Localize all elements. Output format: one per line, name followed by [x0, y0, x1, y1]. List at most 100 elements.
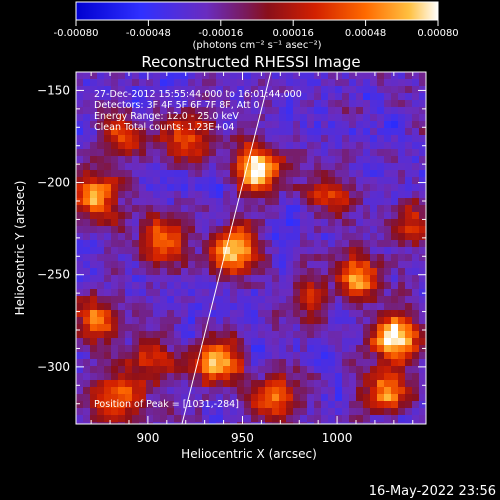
heatmap-cell	[279, 254, 287, 262]
heatmap-cell	[223, 170, 231, 178]
heatmap-cell	[181, 128, 189, 136]
heatmap-cell	[125, 226, 133, 234]
heatmap-cell	[335, 352, 343, 360]
heatmap-cell	[97, 296, 105, 304]
heatmap-cell	[349, 226, 357, 234]
heatmap-cell	[139, 128, 147, 136]
heatmap-cell	[251, 408, 259, 416]
heatmap-cell	[216, 366, 224, 374]
heatmap-cell	[202, 415, 210, 423]
heatmap-cell	[167, 219, 175, 227]
heatmap-cell	[286, 408, 294, 416]
heatmap-cell	[398, 275, 406, 283]
heatmap-cell	[244, 184, 252, 192]
heatmap-cell	[202, 205, 210, 213]
heatmap-cell	[146, 345, 154, 353]
heatmap-cell	[384, 212, 392, 220]
heatmap-cell	[216, 156, 224, 164]
heatmap-cell	[223, 268, 231, 276]
heatmap-cell	[335, 142, 343, 150]
heatmap-cell	[363, 86, 371, 94]
heatmap-cell	[342, 177, 350, 185]
heatmap-cell	[258, 191, 266, 199]
heatmap-cell	[153, 380, 161, 388]
heatmap-cell	[237, 380, 245, 388]
heatmap-cell	[146, 191, 154, 199]
heatmap-cell	[398, 394, 406, 402]
heatmap-cell	[146, 212, 154, 220]
heatmap-cell	[167, 142, 175, 150]
heatmap-cell	[363, 331, 371, 339]
heatmap-cell	[90, 240, 98, 248]
heatmap-cell	[405, 261, 413, 269]
heatmap-cell	[181, 79, 189, 87]
heatmap-cell	[167, 408, 175, 416]
heatmap-cell	[83, 79, 91, 87]
heatmap-cell	[202, 128, 210, 136]
heatmap-cell	[223, 163, 231, 171]
heatmap-cell	[349, 352, 357, 360]
heatmap-cell	[125, 121, 133, 129]
heatmap-cell	[258, 205, 266, 213]
heatmap-cell	[279, 205, 287, 213]
heatmap-cell	[412, 373, 420, 381]
heatmap-cell	[412, 282, 420, 290]
heatmap-cell	[139, 114, 147, 122]
heatmap-cell	[279, 170, 287, 178]
heatmap-cell	[181, 310, 189, 318]
heatmap-cell	[132, 268, 140, 276]
heatmap-cell	[167, 156, 175, 164]
heatmap-cell	[195, 296, 203, 304]
heatmap-cell	[328, 72, 336, 80]
heatmap-cell	[272, 268, 280, 276]
heatmap-cell	[335, 191, 343, 199]
heatmap-cell	[104, 107, 112, 115]
heatmap-cell	[363, 121, 371, 129]
heatmap-cell	[111, 268, 119, 276]
heatmap-cell	[160, 317, 168, 325]
heatmap-cell	[125, 198, 133, 206]
heatmap-cell	[314, 324, 322, 332]
heatmap-cell	[132, 205, 140, 213]
heatmap-cell	[104, 331, 112, 339]
heatmap-cell	[167, 212, 175, 220]
heatmap-cell	[405, 268, 413, 276]
heatmap-cell	[76, 191, 84, 199]
heatmap-cell	[356, 338, 364, 346]
heatmap-cell	[391, 86, 399, 94]
heatmap-cell	[272, 184, 280, 192]
heatmap-cell	[160, 212, 168, 220]
heatmap-cell	[244, 233, 252, 241]
heatmap-cell	[174, 289, 182, 297]
heatmap-cell	[118, 233, 126, 241]
heatmap-cell	[251, 163, 259, 171]
heatmap-cell	[272, 296, 280, 304]
heatmap-cell	[377, 233, 385, 241]
heatmap-cell	[405, 184, 413, 192]
heatmap-cell	[265, 205, 273, 213]
plot-frame	[75, 71, 427, 425]
heatmap-cell	[328, 401, 336, 409]
heatmap-cell	[111, 352, 119, 360]
x-tick-label: 1000	[322, 431, 353, 445]
heatmap-cell	[223, 387, 231, 395]
heatmap-cell	[174, 191, 182, 199]
heatmap-cell	[370, 296, 378, 304]
heatmap-cell	[97, 387, 105, 395]
heatmap-cell	[363, 219, 371, 227]
heatmap-cell	[272, 359, 280, 367]
heatmap-cell	[139, 303, 147, 311]
heatmap-cell	[111, 408, 119, 416]
heatmap-cell	[349, 142, 357, 150]
heatmap-cell	[342, 184, 350, 192]
heatmap-cell	[167, 205, 175, 213]
heatmap-cell	[356, 121, 364, 129]
heatmap-cell	[139, 79, 147, 87]
heatmap-cell	[272, 170, 280, 178]
heatmap-cell	[237, 422, 245, 424]
heatmap-cell	[265, 387, 273, 395]
heatmap-cell	[118, 352, 126, 360]
heatmap-cell	[398, 254, 406, 262]
heatmap-cell	[370, 380, 378, 388]
heatmap-cell	[139, 275, 147, 283]
